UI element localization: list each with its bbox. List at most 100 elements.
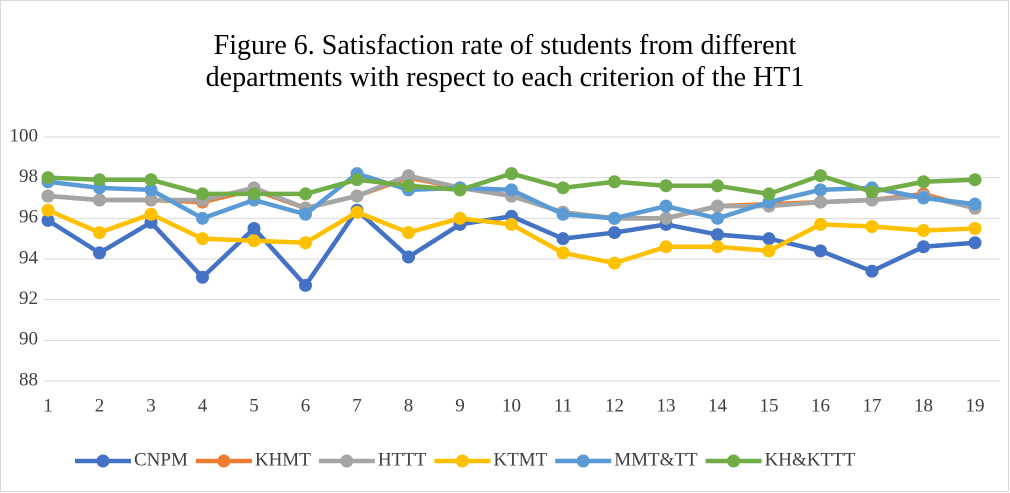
point (453, 211, 467, 225)
point (402, 250, 415, 264)
legend-marker (340, 454, 354, 468)
point (917, 191, 930, 205)
y-tick-label: 92 (19, 288, 38, 309)
point (556, 207, 570, 221)
point (505, 167, 518, 181)
point (711, 228, 724, 242)
legend-marker (96, 454, 110, 468)
point (556, 232, 570, 246)
legend-item: MMT&TT (555, 449, 698, 470)
x-tick-label: 18 (914, 395, 933, 416)
point (814, 195, 827, 209)
point (865, 185, 879, 199)
x-tick-label: 17 (863, 395, 882, 416)
legend-label: KTMT (493, 449, 547, 470)
point (814, 217, 827, 231)
point (968, 236, 982, 250)
x-tick-label: 13 (657, 395, 676, 416)
y-tick-label: 96 (19, 207, 38, 228)
point (711, 179, 724, 193)
point (41, 213, 55, 227)
point (556, 246, 570, 260)
point (453, 183, 467, 197)
point (350, 173, 364, 187)
point (762, 244, 776, 258)
point (814, 244, 827, 258)
x-tick-label: 10 (502, 395, 521, 416)
point (968, 197, 982, 211)
legend-marker (217, 454, 231, 468)
point (41, 171, 55, 185)
point (93, 246, 106, 260)
y-tick-label: 94 (19, 247, 39, 268)
x-tick-label: 19 (966, 395, 985, 416)
point (711, 199, 724, 213)
x-tick-label: 15 (760, 395, 779, 416)
legend-item: CNPM (75, 449, 188, 470)
y-tick-label: 88 (19, 369, 38, 390)
chart-title: Figure 6. Satisfaction rate of students … (206, 30, 805, 93)
point (41, 203, 55, 217)
x-tick-label: 2 (95, 395, 105, 416)
point (299, 278, 312, 292)
y-tick-label: 98 (19, 166, 38, 187)
legend-item: KHMT (195, 449, 311, 470)
point (196, 232, 209, 246)
point (968, 173, 982, 187)
y-tick-label: 90 (19, 329, 38, 350)
y-tick-label: 100 (10, 125, 39, 146)
point (917, 224, 930, 238)
point (762, 187, 776, 201)
legend-label: CNPM (134, 449, 188, 470)
point (659, 211, 673, 225)
legend-item: HTTT (318, 449, 427, 470)
point (299, 207, 312, 221)
point (556, 181, 570, 195)
x-tick-label: 14 (708, 395, 728, 416)
point (917, 240, 930, 254)
point (814, 169, 827, 183)
point (350, 205, 364, 219)
point (608, 256, 621, 270)
point (402, 179, 415, 193)
point (299, 187, 312, 201)
x-tick-label: 9 (455, 395, 465, 416)
x-tick-label: 1 (43, 395, 53, 416)
point (659, 240, 673, 254)
point (247, 187, 261, 201)
point (608, 175, 621, 189)
x-tick-label: 7 (352, 395, 362, 416)
point (865, 264, 879, 278)
point (93, 226, 106, 240)
point (402, 169, 415, 183)
point (505, 217, 518, 231)
point (608, 226, 621, 240)
point (144, 207, 158, 221)
point (144, 193, 158, 207)
point (711, 211, 724, 225)
x-tick-label: 3 (146, 395, 156, 416)
point (505, 183, 518, 197)
point (659, 179, 673, 193)
point (41, 189, 55, 203)
x-tick-label: 11 (554, 395, 572, 416)
x-tick-label: 8 (404, 395, 414, 416)
point (814, 183, 827, 197)
x-tick-label: 6 (301, 395, 311, 416)
point (93, 173, 106, 187)
point (402, 226, 415, 240)
point (299, 236, 312, 250)
x-tick-label: 4 (198, 395, 208, 416)
legend-item: KTMT (434, 449, 548, 470)
point (865, 219, 879, 233)
legend-marker (455, 454, 469, 468)
point (917, 175, 930, 189)
legend-label: KH&KTTT (765, 449, 856, 470)
x-tick-label: 16 (811, 395, 830, 416)
point (711, 240, 724, 254)
legend-marker (727, 454, 741, 468)
point (247, 222, 261, 235)
x-tick-label: 12 (605, 395, 624, 416)
point (350, 189, 364, 203)
